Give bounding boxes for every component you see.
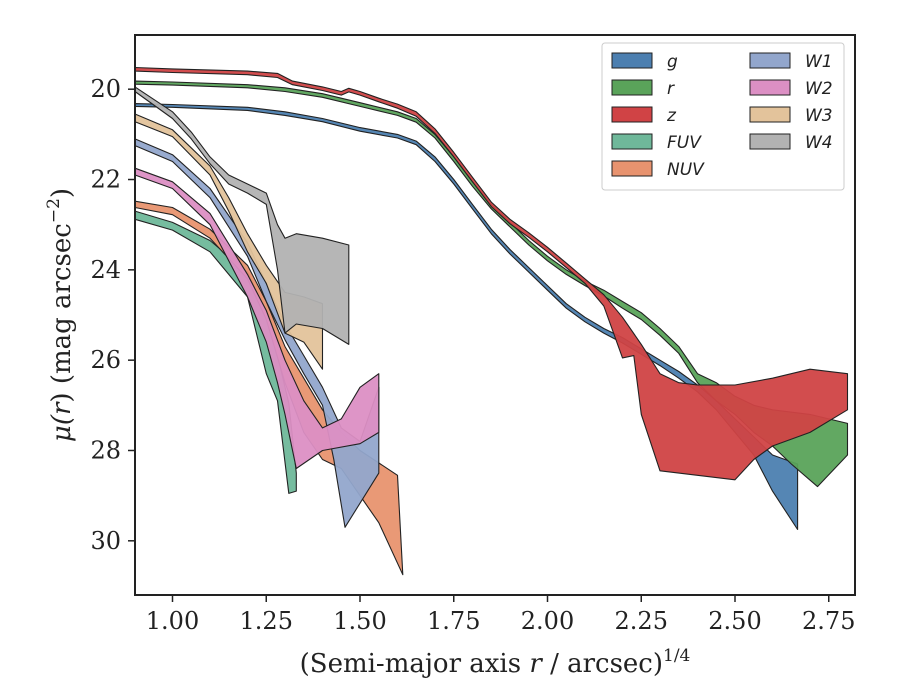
band-w3 [134,113,324,370]
x-tick-label: 1.50 [333,607,386,635]
legend-label-w3: W3 [805,106,833,126]
x-axis-label-unit: / arcsec) [550,649,663,679]
legend-swatch-nuv [611,160,653,177]
chart-bands [134,66,849,576]
y-tick-label: 28 [90,436,121,464]
x-tick-label: 1.25 [240,607,293,635]
y-axis-label-close: ) [47,392,77,402]
x-tick-label: 1.00 [146,607,199,635]
y-axis-label-unit: (mag arcsec [47,223,77,384]
y-axis: 20 22 24 26 28 30 [90,75,135,555]
plot-frame [134,34,856,596]
x-tick-label: 2.25 [615,607,668,635]
y-axis-label-power: −2 [44,198,64,223]
x-axis-label-text: (Semi-major axis [300,649,521,679]
legend-swatch-w2 [749,79,791,96]
legend-swatch-g [611,52,653,69]
legend-label-w1: W1 [805,52,833,72]
legend-label-w2: W2 [805,79,833,99]
y-axis-label-mu: μ( [47,414,77,442]
y-tick-label: 22 [90,166,121,194]
y-tick-label: 20 [90,75,121,103]
legend-swatch-r [611,79,653,96]
legend-label-fuv: FUV [667,133,702,153]
legend-swatch-w4 [749,133,791,150]
x-tick-label: 2.75 [802,607,855,635]
legend-swatch-w3 [749,106,791,123]
legend-swatch-z [611,106,653,123]
x-tick-label: 1.75 [427,607,480,635]
y-tick-label: 26 [90,346,121,374]
y-axis-label-var: r [47,401,77,415]
legend-label-g: g [667,52,678,72]
legend-label-r: r [667,79,675,99]
legend-label-w4: W4 [805,133,833,153]
x-axis-label: (Semi-major axis r / arcsec)1/4 [300,646,691,679]
legend-swatch-w1 [749,52,791,69]
x-axis-label-power: 1/4 [663,646,690,666]
band-g [134,103,799,531]
legend-swatch-fuv [611,133,653,150]
y-tick-label: 24 [90,256,121,284]
x-tick-label: 2.00 [521,607,574,635]
y-axis-label-end: ) [47,188,77,198]
legend: grz FUV NUV W1 W2 W3 W4 [601,42,845,191]
x-axis-label-var: r [529,649,543,679]
legend-label-z: z [666,106,677,126]
band-w2 [134,167,380,470]
y-tick-label: 30 [90,527,121,555]
y-axis-label: μ(r) (mag arcsec−2) [44,188,77,442]
legend-label-nuv: NUV [667,160,705,180]
band-w4 [134,86,350,345]
band-z [134,66,849,481]
x-tick-label: 2.50 [708,607,761,635]
x-axis: 1.00 1.25 1.50 1.75 2.00 2.25 2.50 2.75 [146,595,855,635]
